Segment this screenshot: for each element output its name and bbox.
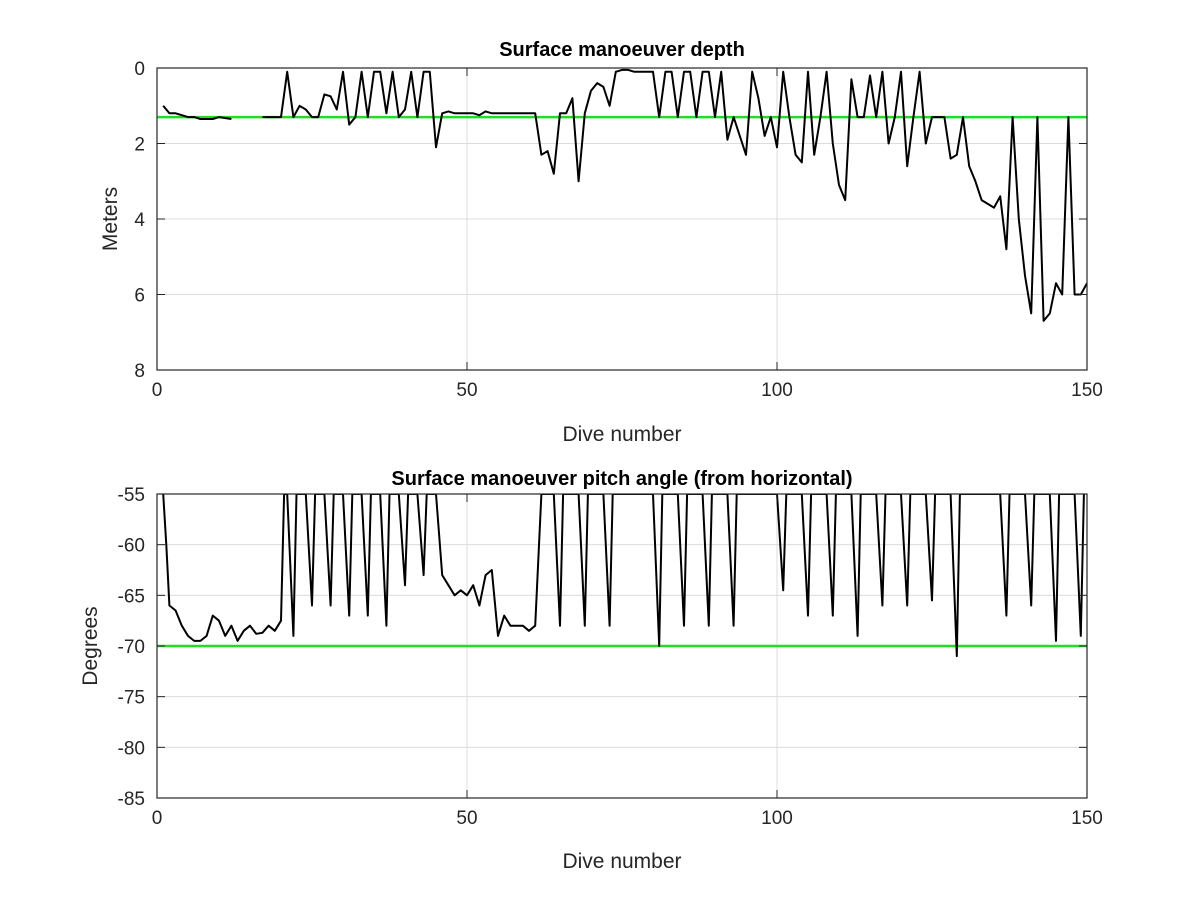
x-tick-label: 0: [152, 380, 163, 401]
x-axis-label: Dive number: [562, 850, 681, 873]
y-tick-label: 0: [134, 59, 145, 80]
x-tick-label: 100: [761, 808, 793, 829]
y-tick-label: -85: [118, 789, 145, 810]
y-axis-label: Meters: [99, 187, 122, 251]
x-tick-label: 0: [152, 808, 163, 829]
x-axis-label: Dive number: [562, 423, 681, 446]
x-tick-label: 50: [456, 808, 477, 829]
chart-title: Surface manoeuver depth: [499, 39, 745, 61]
y-tick-label: -55: [118, 485, 145, 506]
y-tick-label: 4: [134, 210, 145, 231]
x-tick-label: 150: [1071, 808, 1103, 829]
chart-title: Surface manoeuver pitch angle (from hori…: [391, 468, 852, 490]
chart-surface-pitch: 0 50 100 150 -55 -60 -65 -70 -75 -80 -85 Surface ma…: [79, 468, 1103, 873]
y-tick-label: -65: [118, 586, 145, 607]
y-tick-label: 8: [134, 361, 145, 382]
y-tick-label: -70: [118, 637, 145, 658]
series-line-segment: [162, 105, 220, 120]
y-tick-label: -75: [118, 688, 145, 709]
series-line-segment: [162, 494, 1085, 658]
y-tick-label: 2: [134, 135, 145, 156]
y-axis-label: Degrees: [79, 606, 102, 685]
y-tick-label: -60: [118, 536, 145, 557]
chart-surface-depth: 0 50 100 150 0 2 4 6 8 Surface manoeuver depth Div…: [99, 39, 1103, 446]
x-tick-label: 100: [761, 380, 793, 401]
series-line-segment: [262, 68, 1087, 322]
y-tick-label: 6: [134, 286, 145, 307]
x-tick-label: 150: [1071, 380, 1103, 401]
series-line-segment: [218, 116, 232, 120]
y-tick-label: -80: [118, 738, 145, 759]
x-tick-label: 50: [456, 380, 477, 401]
